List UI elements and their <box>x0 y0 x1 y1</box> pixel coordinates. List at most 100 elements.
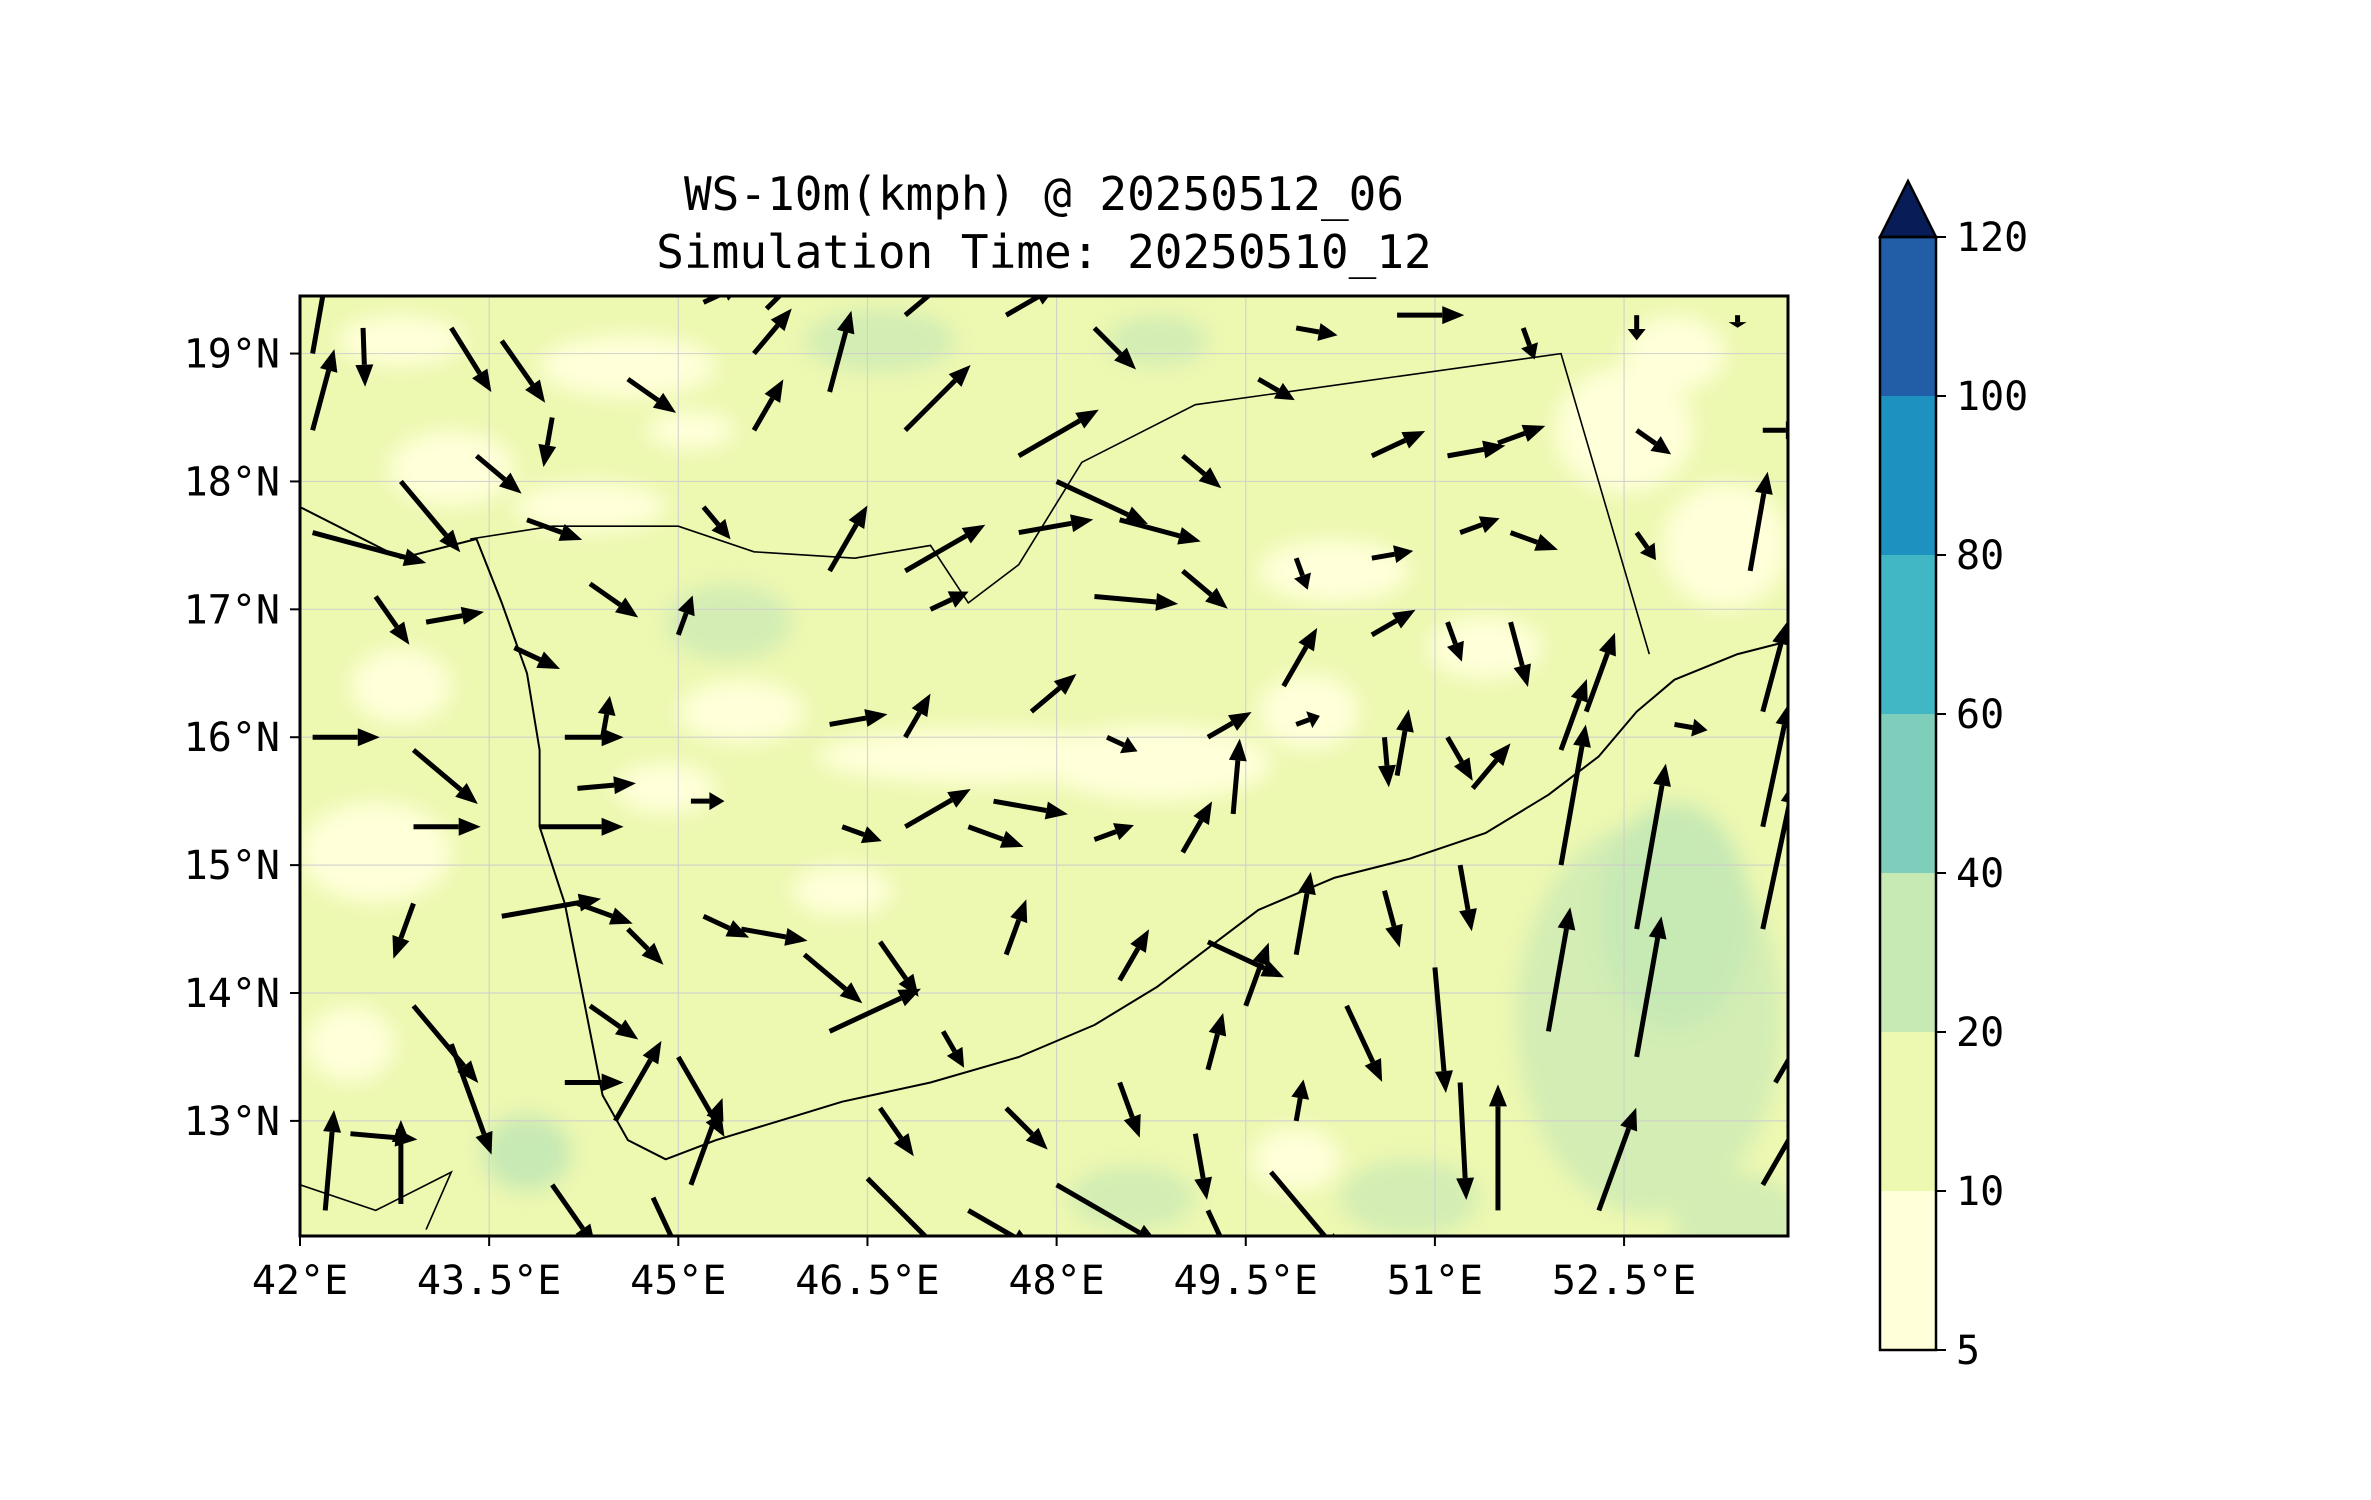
contour-patch <box>665 584 792 660</box>
wind-arrow <box>878 1106 914 1157</box>
wind-arrow <box>1003 899 1028 956</box>
wind-arrow <box>829 709 888 727</box>
lon-tick-label: 42°E <box>252 1258 348 1304</box>
colorbar-label: 10 <box>1956 1169 2004 1215</box>
wind-arrow <box>967 1208 1025 1236</box>
contour-patch <box>482 1115 572 1191</box>
wind-arrow <box>1747 471 1773 572</box>
contour-patch <box>1674 1172 1788 1236</box>
contour-patch <box>300 801 452 903</box>
colorbar-segment <box>1880 1191 1936 1350</box>
colorbar-segment <box>1880 873 1936 1032</box>
map-title-line1: WS-10m(kmph) @ 20250512_06 <box>684 167 1404 221</box>
wind-arrow <box>1470 743 1511 790</box>
wind-arrow <box>1180 801 1213 854</box>
lon-tick-label: 43.5°E <box>417 1258 562 1304</box>
wind-arrow <box>1117 929 1150 982</box>
wind-arrow <box>1508 621 1531 688</box>
wind-arrow <box>1295 323 1338 341</box>
wind-arrow <box>1206 712 1252 740</box>
wind-arrow <box>1635 428 1672 455</box>
wind-arrow <box>1257 376 1295 401</box>
wind-arrow <box>588 581 639 618</box>
lat-tick-label: 13°N <box>184 1099 280 1145</box>
wind-arrow <box>1293 557 1311 590</box>
wind-arrow <box>1509 530 1558 551</box>
wind-arrow <box>650 1196 674 1236</box>
wind-arrow <box>1291 1079 1310 1122</box>
lat-tick-label: 16°N <box>184 715 280 761</box>
wind-arrow <box>1293 871 1316 956</box>
contour-patch <box>678 680 805 744</box>
wind-arrow <box>448 1043 493 1155</box>
longitude-ticks: 42°E 43.5°E 45°E 46.5°E 48°E 49.5°E 51°E 52.5°E <box>252 1236 1696 1304</box>
wind-arrow <box>310 296 326 354</box>
colorbar-segment <box>1880 1032 1936 1191</box>
wind-arrow <box>903 364 971 433</box>
country-border <box>300 1170 453 1230</box>
lon-tick-label: 52.5°E <box>1552 1258 1697 1304</box>
wind-arrow <box>1093 823 1134 842</box>
lon-tick-label: 48°E <box>1008 1258 1104 1304</box>
colorbar-label: 80 <box>1956 533 2004 579</box>
wind-arrow <box>904 788 971 829</box>
wind-arrow <box>391 1120 410 1205</box>
wind-arrow <box>1760 704 1788 828</box>
colorbar-segment <box>1880 714 1936 873</box>
wind-arrow <box>373 595 410 645</box>
wind-arrow <box>802 952 863 1004</box>
colorbar-frame <box>1878 235 1938 1352</box>
wind-vectors <box>310 296 1788 1236</box>
contour-patch <box>1661 482 1788 609</box>
wind-arrow <box>1394 709 1414 777</box>
wind-arrow <box>626 377 677 413</box>
wind-arrow <box>1634 531 1656 561</box>
wind-arrow <box>1295 711 1320 729</box>
contour-patch <box>1598 802 1751 1030</box>
lat-tick-label: 14°N <box>184 971 280 1017</box>
wind-arrow <box>1583 632 1616 713</box>
wind-arrow <box>526 517 583 541</box>
wind-arrow <box>827 310 855 393</box>
wind-arrow <box>752 308 792 356</box>
wind-arrow <box>751 379 784 432</box>
wind-arrow <box>1228 738 1247 815</box>
wind-arrow <box>690 792 725 811</box>
wind-arrow <box>626 927 664 965</box>
contour-patch <box>1340 1159 1480 1236</box>
wind-arrow <box>1634 916 1667 1058</box>
lat-tick-label: 17°N <box>184 587 280 633</box>
wind-arrow <box>967 824 1024 848</box>
contour-patch <box>514 481 666 533</box>
wind-arrow <box>1094 592 1179 611</box>
wind-arrow <box>597 695 616 738</box>
colorbar-label: 20 <box>1956 1010 2004 1056</box>
map-panel <box>300 296 1788 1236</box>
wind-arrow <box>1459 516 1500 535</box>
wind-arrow <box>841 824 882 844</box>
colorbar-label: 100 <box>1956 374 2028 420</box>
wind-arrow <box>1181 569 1228 609</box>
wind-arrow <box>564 728 624 747</box>
wind-arrow <box>613 1040 662 1123</box>
wind-arrow <box>764 296 783 311</box>
contour-patch <box>1258 539 1410 603</box>
lat-tick-label: 15°N <box>184 843 280 889</box>
wind-arrow <box>310 349 338 431</box>
wind-arrow <box>1370 609 1416 638</box>
contour-patch <box>539 334 717 398</box>
wind-arrow <box>1728 315 1747 328</box>
wind-arrow <box>1558 678 1588 751</box>
country-border <box>470 352 1651 655</box>
colorbar-segment <box>1880 237 1936 396</box>
contour-patch <box>1252 1127 1341 1191</box>
wind-arrow <box>413 817 481 836</box>
lon-tick-label: 46.5°E <box>795 1258 940 1304</box>
wind-arrow <box>1029 673 1077 714</box>
wind-arrow <box>1760 790 1788 930</box>
wind-arrow <box>392 902 416 959</box>
colorbar-extend-arrow <box>1877 178 1939 239</box>
wind-arrow <box>929 591 969 612</box>
wind-arrow <box>322 1110 342 1211</box>
wind-arrow <box>878 940 919 997</box>
